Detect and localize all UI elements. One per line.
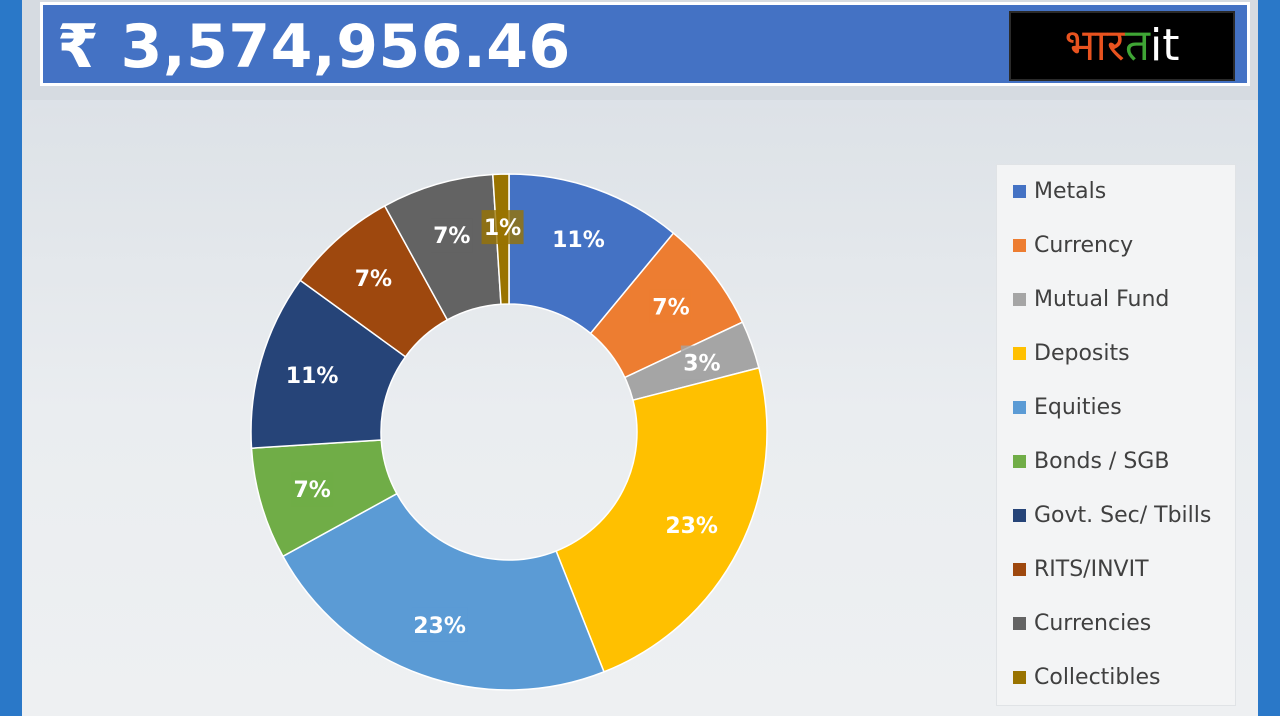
legend-label: Equities (1034, 394, 1122, 420)
chart-panel: 11% 7% 3% 23% 23% 7% 11% 7% 7% 1% Metals Currency M… (22, 108, 1258, 716)
slice-deposits (555, 366, 768, 673)
legend-item-rits-invit: RITS/INVIT (1013, 554, 1149, 584)
slice-label-rits-invit: 7% (352, 261, 395, 296)
legend-swatch (1013, 292, 1026, 306)
legend-label: RITS/INVIT (1034, 556, 1149, 582)
legend-item-mutual-fund: Mutual Fund (1013, 284, 1169, 314)
legend-swatch (1013, 562, 1026, 576)
legend-swatch (1013, 508, 1026, 522)
legend-item-collectibles: Collectibles (1013, 662, 1161, 692)
legend-swatch (1013, 184, 1026, 198)
slice-value-label: 7% (355, 267, 392, 292)
slice-value-label: 3% (683, 352, 720, 377)
slice-label-metals: 11% (550, 222, 607, 257)
legend-item-equities: Equities (1013, 392, 1122, 422)
legend-label: Govt. Sec/ Tbills (1034, 502, 1212, 528)
slice-label-mutual-fund: 3% (680, 345, 723, 380)
bharatit-logo: भार त it (1009, 11, 1235, 81)
legend-label: Currencies (1034, 610, 1152, 636)
slice-value-label: 23% (413, 614, 466, 639)
logo-text-part1: भार (1064, 20, 1125, 71)
legend-swatch (1013, 670, 1026, 684)
slice-value-label: 11% (286, 364, 339, 389)
slice-label-collectibles: 1% (481, 210, 524, 245)
slice-equities (281, 492, 605, 691)
slice-value-label: 11% (552, 228, 605, 253)
legend-item-deposits: Deposits (1013, 338, 1130, 368)
legend-label: Mutual Fund (1034, 286, 1170, 312)
legend-item-currencies: Currencies (1013, 608, 1151, 638)
slice-value-label: 7% (293, 478, 330, 503)
legend-label: Bonds / SGB (1034, 448, 1170, 474)
header-bar: ₹ 3,574,956.46 भार त it (40, 2, 1250, 86)
slice-label-currencies: 7% (430, 218, 473, 253)
chart-legend: Metals Currency Mutual Fund Deposits Equitie… (996, 164, 1236, 706)
donut-chart: 11% 7% 3% 23% 23% 7% 11% 7% 7% 1% (250, 173, 768, 691)
legend-swatch (1013, 346, 1026, 360)
legend-item-currency: Currency (1013, 230, 1133, 260)
slice-value-label: 7% (433, 224, 470, 249)
slice-label-govt-sec-tbills: 11% (284, 357, 341, 392)
slice-label-equities: 23% (411, 607, 468, 642)
slice-value-label: 23% (665, 514, 718, 539)
legend-swatch (1013, 616, 1026, 630)
portfolio-total-value: ₹ 3,574,956.46 (57, 12, 571, 82)
legend-swatch (1013, 238, 1026, 252)
slice-value-label: 7% (652, 295, 689, 320)
logo-text-part2: त (1124, 20, 1150, 71)
slice-label-currency: 7% (649, 289, 692, 324)
logo-text-part3: it (1149, 20, 1180, 71)
legend-item-bonds-sgb: Bonds / SGB (1013, 446, 1169, 476)
legend-swatch (1013, 400, 1026, 414)
legend-swatch (1013, 454, 1026, 468)
legend-label: Collectibles (1034, 664, 1161, 690)
legend-item-metals: Metals (1013, 176, 1106, 206)
report-frame: ₹ 3,574,956.46 भार त it 11% 7% 3% 23% 23% 7% 11%… (22, 0, 1258, 716)
legend-label: Currency (1034, 232, 1134, 258)
slice-label-deposits: 23% (663, 508, 720, 543)
legend-item-govt-sec-tbills: Govt. Sec/ Tbills (1013, 500, 1211, 530)
slice-value-label: 1% (484, 216, 521, 241)
legend-label: Metals (1034, 178, 1107, 204)
legend-label: Deposits (1034, 340, 1130, 366)
slice-label-bonds-sgb: 7% (291, 472, 334, 507)
